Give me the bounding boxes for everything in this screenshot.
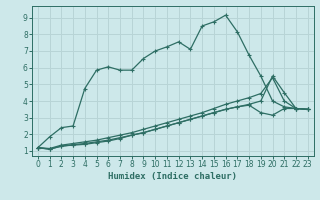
X-axis label: Humidex (Indice chaleur): Humidex (Indice chaleur) <box>108 172 237 181</box>
